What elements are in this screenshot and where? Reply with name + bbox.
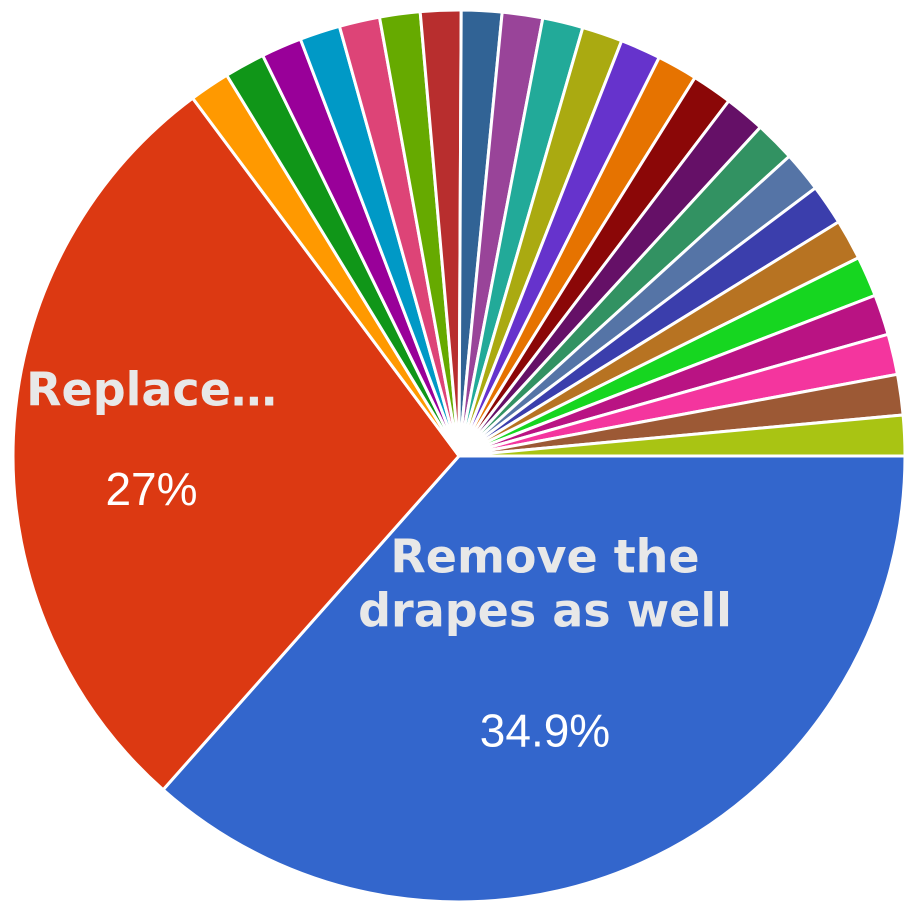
slice-label: drapes as well [358, 584, 732, 638]
slice-label: Remove the [390, 530, 699, 584]
slice-value-label: 27% [105, 463, 197, 515]
pie-slice [11, 96, 461, 792]
pie-slice [161, 454, 907, 902]
slice-value-label: 34.9% [480, 704, 610, 756]
slice-label: Replace… [26, 362, 277, 416]
pie-slices [11, 8, 907, 902]
pie-slice [457, 413, 907, 458]
